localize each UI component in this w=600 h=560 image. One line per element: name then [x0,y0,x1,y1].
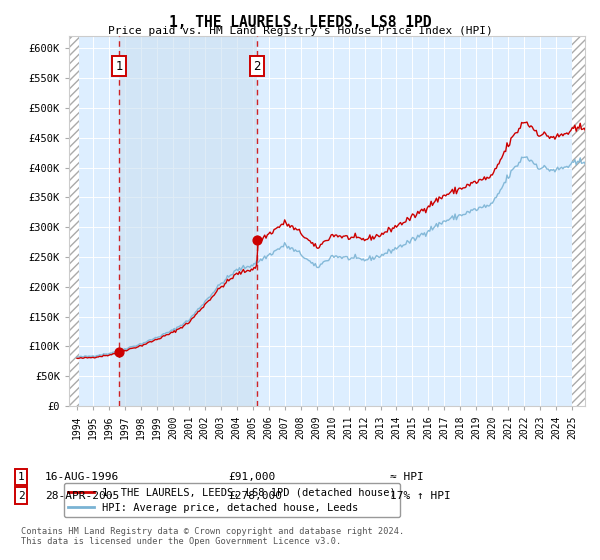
Text: 2: 2 [253,60,260,73]
Text: 28-APR-2005: 28-APR-2005 [45,491,119,501]
Text: ≈ HPI: ≈ HPI [390,472,424,482]
Text: Contains HM Land Registry data © Crown copyright and database right 2024.
This d: Contains HM Land Registry data © Crown c… [21,526,404,546]
Point [252,236,262,245]
Text: 16-AUG-1996: 16-AUG-1996 [45,472,119,482]
Text: 1, THE LAURELS, LEEDS, LS8 1PD: 1, THE LAURELS, LEEDS, LS8 1PD [169,15,431,30]
Point [114,347,124,356]
Text: £91,000: £91,000 [228,472,275,482]
Text: Price paid vs. HM Land Registry's House Price Index (HPI): Price paid vs. HM Land Registry's House … [107,26,493,36]
Bar [69,36,79,406]
Legend: 1, THE LAURELS, LEEDS, LS8 1PD (detached house), HPI: Average price, detached ho: 1, THE LAURELS, LEEDS, LS8 1PD (detached… [64,483,400,517]
Text: 2: 2 [17,491,25,501]
Text: £278,000: £278,000 [228,491,282,501]
Text: 1: 1 [115,60,122,73]
Text: 1: 1 [17,472,25,482]
Bar [119,36,257,406]
Bar [572,36,585,406]
Text: 17% ↑ HPI: 17% ↑ HPI [390,491,451,501]
